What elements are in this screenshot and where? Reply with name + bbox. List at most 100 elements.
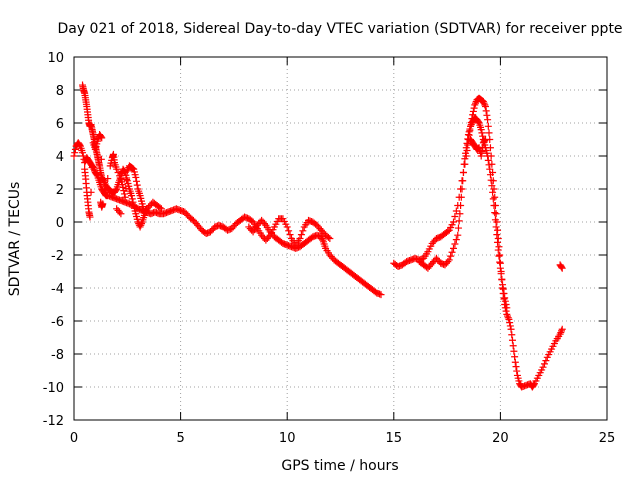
data-point bbox=[542, 357, 550, 365]
data-point bbox=[485, 161, 493, 169]
data-point bbox=[459, 177, 467, 185]
data-point bbox=[113, 165, 121, 173]
data-point bbox=[114, 169, 122, 176]
data-point bbox=[503, 310, 511, 318]
data-point bbox=[500, 290, 508, 297]
y-tick-label: -10 bbox=[43, 381, 64, 396]
data-point bbox=[299, 227, 307, 235]
data-point bbox=[455, 217, 463, 225]
data-point bbox=[484, 156, 492, 164]
data-point bbox=[460, 160, 468, 168]
data-point bbox=[495, 243, 503, 251]
data-point bbox=[491, 216, 499, 224]
data-point bbox=[481, 136, 489, 143]
data-point bbox=[260, 220, 268, 228]
data-point bbox=[494, 238, 502, 246]
data-point bbox=[558, 263, 566, 271]
data-point bbox=[296, 235, 304, 242]
data-point bbox=[122, 184, 130, 192]
data-point bbox=[495, 252, 503, 260]
data-point bbox=[485, 129, 493, 137]
data-point bbox=[501, 297, 509, 305]
data-point bbox=[513, 367, 521, 375]
data-point bbox=[101, 187, 109, 195]
data-point bbox=[448, 248, 456, 256]
y-tick-label: -8 bbox=[51, 348, 64, 363]
data-point bbox=[317, 233, 325, 241]
x-tick-labels: 0 5 10 15 20 25 bbox=[70, 431, 615, 446]
data-point bbox=[487, 176, 495, 184]
y-tick-label: 6 bbox=[56, 117, 64, 132]
ticks bbox=[73, 56, 608, 421]
data-point bbox=[137, 221, 145, 229]
data-point bbox=[470, 104, 478, 112]
data-point bbox=[496, 251, 504, 259]
data-point bbox=[505, 315, 513, 323]
chart-title: Day 021 of 2018, Sidereal Day-to-day VTE… bbox=[57, 21, 622, 37]
data-point bbox=[491, 193, 499, 201]
data-point bbox=[449, 218, 457, 226]
data-point bbox=[97, 155, 105, 163]
data-point bbox=[502, 301, 510, 308]
data-point bbox=[558, 325, 566, 333]
data-point bbox=[123, 167, 131, 175]
y-tick-label: 10 bbox=[47, 51, 64, 66]
data-point bbox=[489, 195, 497, 203]
data-point bbox=[486, 165, 494, 173]
data-point bbox=[501, 294, 509, 302]
data-point bbox=[539, 363, 547, 371]
data-point bbox=[456, 210, 464, 218]
data-point bbox=[128, 195, 136, 203]
data-point bbox=[478, 129, 486, 137]
data-point bbox=[499, 281, 507, 289]
y-tick-label: 2 bbox=[56, 183, 64, 198]
x-tick-label: 15 bbox=[386, 431, 403, 446]
data-point bbox=[138, 220, 146, 228]
data-point bbox=[115, 172, 123, 180]
data-point bbox=[318, 235, 326, 242]
data-point bbox=[97, 177, 105, 185]
data-point bbox=[447, 252, 455, 260]
data-point bbox=[452, 207, 460, 215]
data-point bbox=[115, 208, 123, 216]
data-point bbox=[498, 275, 506, 283]
data-point bbox=[481, 137, 489, 145]
data-point bbox=[499, 285, 507, 293]
data-point bbox=[493, 231, 501, 239]
x-axis-title: GPS time / hours bbox=[281, 458, 398, 474]
data-point bbox=[496, 258, 504, 266]
data-point bbox=[120, 190, 128, 198]
data-point bbox=[377, 291, 385, 299]
y-tick-label: 0 bbox=[56, 216, 64, 231]
data-point bbox=[133, 177, 141, 185]
data-point bbox=[469, 107, 477, 115]
data-point bbox=[121, 193, 129, 201]
data-point bbox=[157, 205, 165, 213]
data-point bbox=[492, 223, 500, 231]
data-point bbox=[511, 353, 519, 361]
data-point bbox=[88, 164, 96, 172]
data-point bbox=[491, 209, 499, 217]
data-point bbox=[117, 210, 125, 218]
y-tick-labels: -12 -10 -8 -6 -4 -2 0 2 4 6 8 10 bbox=[43, 51, 64, 429]
data-point bbox=[508, 331, 516, 339]
data-point bbox=[508, 336, 516, 344]
data-point bbox=[454, 231, 462, 239]
x-tick-label: 5 bbox=[176, 431, 184, 446]
data-point bbox=[129, 198, 137, 206]
series-track-f bbox=[415, 114, 566, 312]
x-tick-label: 25 bbox=[599, 431, 616, 446]
data-point bbox=[101, 178, 109, 186]
data-point bbox=[458, 185, 466, 193]
data-point bbox=[451, 213, 459, 220]
data-point bbox=[70, 152, 78, 160]
data-point bbox=[484, 152, 492, 160]
y-axis-title: SDTVAR / TECUs bbox=[7, 182, 23, 297]
data-point bbox=[488, 182, 496, 190]
data-point bbox=[489, 188, 497, 196]
data-point bbox=[558, 327, 566, 335]
data-point bbox=[494, 226, 502, 234]
data-point bbox=[467, 122, 475, 130]
data-point bbox=[319, 236, 327, 244]
